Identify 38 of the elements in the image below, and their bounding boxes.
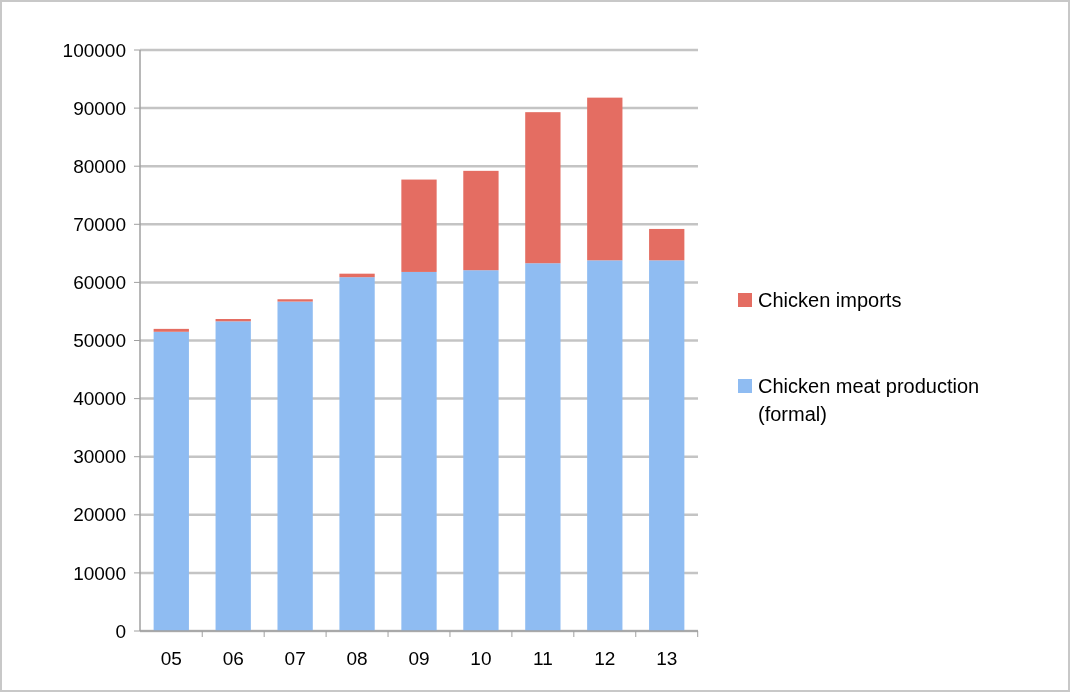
y-tick-label: 60000 [73,272,126,294]
x-tick-label: 08 [346,648,368,669]
y-tick-label: 30000 [73,446,126,468]
legend-label: Chicken meat production (formal) [758,375,980,425]
bar [401,179,437,272]
x-tick-label: 06 [222,648,244,669]
bar [587,260,623,631]
x-tick-label: 07 [284,648,306,669]
x-tick-label: 13 [656,648,678,669]
bar [463,170,499,271]
x-tick-label: 11 [533,648,553,669]
bar [525,263,561,631]
x-tick-label: 09 [408,648,430,669]
bar [649,228,685,261]
y-tick-label: 20000 [73,504,126,526]
y-tick-label: 80000 [73,155,126,177]
legend-label: Chicken imports [758,289,902,311]
x-tick-label: 10 [470,648,492,669]
bar [277,299,313,302]
bar [215,321,251,631]
bar [153,331,189,631]
x-tick-label: 12 [594,648,616,669]
y-tick-label: 70000 [73,213,126,235]
y-tick-label: 10000 [73,562,126,584]
bar [463,270,499,631]
bar [153,328,189,332]
bar [649,260,685,631]
y-tick-label: 50000 [73,330,126,352]
bar [587,97,623,261]
y-tick-label: 0 [115,620,126,642]
y-tick-label: 100000 [62,39,126,61]
bar [401,271,437,631]
y-tick-label: 90000 [73,97,126,119]
bar [339,277,375,631]
bar [525,112,561,264]
x-tick-label: 05 [160,648,182,669]
y-tick-label: 40000 [73,388,126,410]
bar [277,301,313,631]
